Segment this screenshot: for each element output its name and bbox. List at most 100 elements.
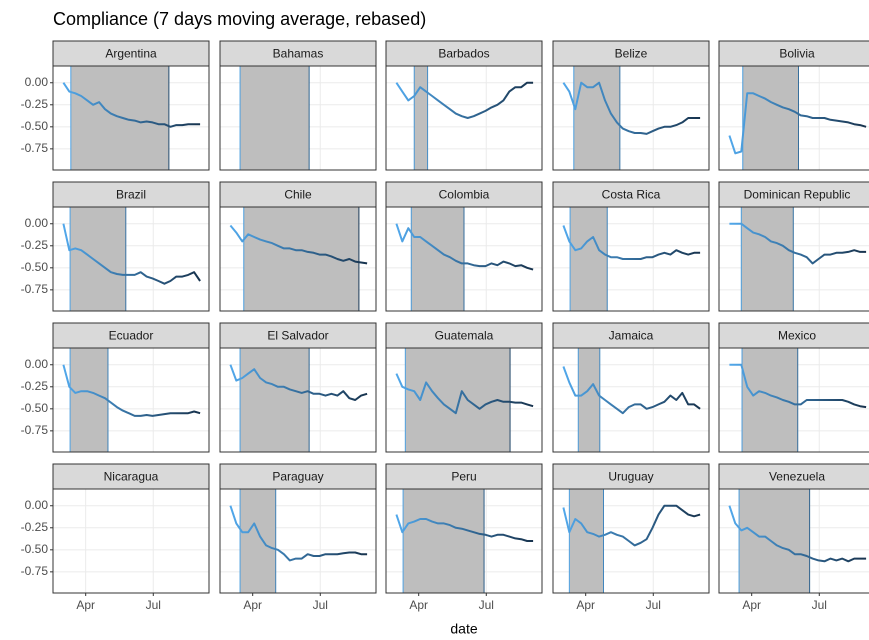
y-tick-label: -0.75 bbox=[21, 141, 49, 155]
facet-label: Mexico bbox=[778, 329, 816, 343]
panel-border bbox=[552, 206, 710, 312]
panel bbox=[220, 207, 376, 311]
facet-label: Uruguay bbox=[608, 470, 653, 484]
data-line bbox=[395, 223, 534, 271]
shaded-period bbox=[403, 489, 485, 593]
facet-label: Guatemala bbox=[435, 329, 494, 343]
panel bbox=[53, 66, 209, 170]
shaded-period bbox=[742, 66, 799, 170]
facet-strip bbox=[718, 40, 869, 67]
data-line bbox=[395, 514, 534, 542]
panel bbox=[220, 348, 376, 452]
facet-label: Colombia bbox=[439, 188, 490, 202]
y-tick-label: -0.25 bbox=[21, 238, 49, 252]
y-tick-label: 0.00 bbox=[25, 216, 49, 230]
shaded-period bbox=[70, 207, 126, 311]
facet-label: Paraguay bbox=[272, 470, 323, 484]
facet-label: Peru bbox=[451, 470, 476, 484]
shaded-period bbox=[570, 207, 608, 311]
facet-label: Ecuador bbox=[109, 329, 154, 343]
x-tick-label: Apr bbox=[76, 598, 95, 612]
panel bbox=[719, 489, 869, 593]
x-tick-label: Apr bbox=[409, 598, 428, 612]
panel-border bbox=[219, 206, 377, 312]
x-tick-label: Apr bbox=[576, 598, 595, 612]
data-line bbox=[562, 81, 701, 135]
x-axis-title: date bbox=[450, 621, 477, 637]
y-tick-label: -0.25 bbox=[21, 379, 49, 393]
facet-strip bbox=[552, 463, 710, 490]
y-tick-label: 0.00 bbox=[25, 357, 49, 371]
panel-border bbox=[219, 488, 377, 594]
facet-label: Jamaica bbox=[609, 329, 654, 343]
panel bbox=[220, 489, 376, 593]
facet-label: Brazil bbox=[116, 188, 146, 202]
facet-label: Costa Rica bbox=[602, 188, 661, 202]
shaded-period bbox=[70, 348, 108, 452]
panel bbox=[386, 348, 542, 452]
data-line bbox=[229, 505, 368, 562]
y-tick-label: -0.75 bbox=[21, 282, 49, 296]
facet-strip bbox=[52, 40, 210, 67]
panel-border bbox=[52, 206, 210, 312]
facet-label: Nicaragua bbox=[104, 470, 159, 484]
data-line bbox=[728, 505, 867, 563]
facet-strip bbox=[52, 322, 210, 349]
facet-strip bbox=[718, 463, 869, 490]
panel bbox=[53, 348, 209, 452]
data-line bbox=[562, 504, 701, 547]
facet-strip bbox=[219, 463, 377, 490]
y-tick-label: -0.75 bbox=[21, 564, 49, 578]
panel bbox=[553, 66, 709, 170]
facet-label: Dominican Republic bbox=[744, 188, 851, 202]
data-line bbox=[395, 81, 534, 119]
panel bbox=[386, 207, 542, 311]
panel bbox=[553, 489, 709, 593]
panel-border bbox=[552, 65, 710, 171]
facet-strip bbox=[52, 463, 210, 490]
panel bbox=[53, 207, 209, 311]
panel-border bbox=[385, 206, 543, 312]
panel-border bbox=[52, 347, 210, 453]
facet-strip bbox=[385, 40, 543, 67]
data-line bbox=[729, 222, 867, 265]
data-line bbox=[728, 92, 867, 155]
panel-border bbox=[219, 347, 377, 453]
facet-label: Argentina bbox=[105, 47, 157, 61]
facet-label: Venezuela bbox=[769, 470, 825, 484]
y-tick-label: -0.25 bbox=[21, 520, 49, 534]
data-line bbox=[729, 363, 867, 409]
panel-border bbox=[385, 65, 543, 171]
shaded-period bbox=[414, 66, 428, 170]
facet-label: El Salvador bbox=[267, 329, 328, 343]
facet-label: Barbados bbox=[438, 47, 489, 61]
data-line bbox=[562, 366, 701, 415]
y-tick-label: -0.50 bbox=[21, 119, 49, 133]
data-line bbox=[229, 364, 368, 401]
y-tick-label: -0.50 bbox=[21, 401, 49, 415]
facet-label: Chile bbox=[284, 188, 312, 202]
shaded-period bbox=[240, 348, 310, 452]
panel-border bbox=[552, 347, 710, 453]
panel bbox=[553, 348, 709, 452]
panel-border bbox=[219, 65, 377, 171]
shaded-period bbox=[741, 207, 794, 311]
x-tick-label: Jul bbox=[646, 598, 661, 612]
panel-border bbox=[552, 488, 710, 594]
panel bbox=[53, 489, 209, 593]
data-line bbox=[62, 364, 201, 417]
y-tick-label: -0.50 bbox=[21, 260, 49, 274]
shaded-period bbox=[405, 348, 511, 452]
shaded-period bbox=[578, 348, 600, 452]
facet-strip bbox=[219, 322, 377, 349]
x-tick-label: Jul bbox=[479, 598, 494, 612]
y-tick-label: 0.00 bbox=[25, 75, 49, 89]
facet-strip bbox=[552, 322, 710, 349]
data-line bbox=[562, 225, 701, 260]
facet-label: Bahamas bbox=[273, 47, 324, 61]
panel-background bbox=[53, 489, 209, 593]
panel-border bbox=[718, 488, 869, 594]
panel bbox=[553, 207, 709, 311]
x-tick-label: Apr bbox=[243, 598, 262, 612]
